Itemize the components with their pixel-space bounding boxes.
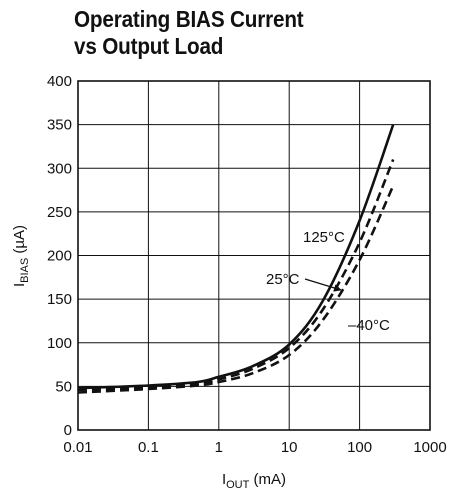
y-tick-label: 200 <box>47 248 72 265</box>
tick-labels: 0.01 0.1 1 10 100 1000 0 50 100 150 200 250 300 350 40… <box>47 73 447 456</box>
x-axis-label: IOUT (mA) <box>222 471 286 491</box>
label-125c: 125°C <box>303 229 345 246</box>
series-line-25c <box>77 159 395 392</box>
x-tick-label: 100 <box>347 439 372 456</box>
x-tick-label: 1 <box>215 439 223 456</box>
chart-title-line-1: Operating BIAS Current <box>74 6 304 32</box>
plot-frame <box>77 80 431 431</box>
x-tick-label: 0.01 <box>63 439 92 456</box>
label-25c: 25°C <box>266 271 300 288</box>
y-tick-label: 250 <box>47 204 72 221</box>
y-tick-label: 0 <box>64 422 72 439</box>
label-minus40c: –40°C <box>348 317 390 334</box>
series-lines <box>77 124 395 394</box>
label-25c-arrow <box>304 278 342 292</box>
series-line-125c <box>77 124 395 390</box>
grid-lines <box>78 81 430 430</box>
series-line-minus40c <box>77 185 395 394</box>
chart-title: Operating BIAS Current vs Output Load <box>74 6 304 60</box>
y-tick-label: 400 <box>47 73 72 90</box>
x-tick-label: 0.1 <box>138 439 159 456</box>
y-tick-label: 350 <box>47 117 72 134</box>
chart-title-line-2: vs Output Load <box>74 33 224 59</box>
y-axis-label: IBIAS (µA) <box>11 225 31 287</box>
y-tick-label: 100 <box>47 335 72 352</box>
y-tick-label: 50 <box>55 378 72 395</box>
series-annotations: 125°C 25°C –40°C <box>266 229 390 334</box>
y-tick-label: 300 <box>47 160 72 177</box>
y-tick-label: 150 <box>47 291 72 308</box>
x-tick-label: 10 <box>281 439 298 456</box>
x-tick-label: 1000 <box>413 439 446 456</box>
